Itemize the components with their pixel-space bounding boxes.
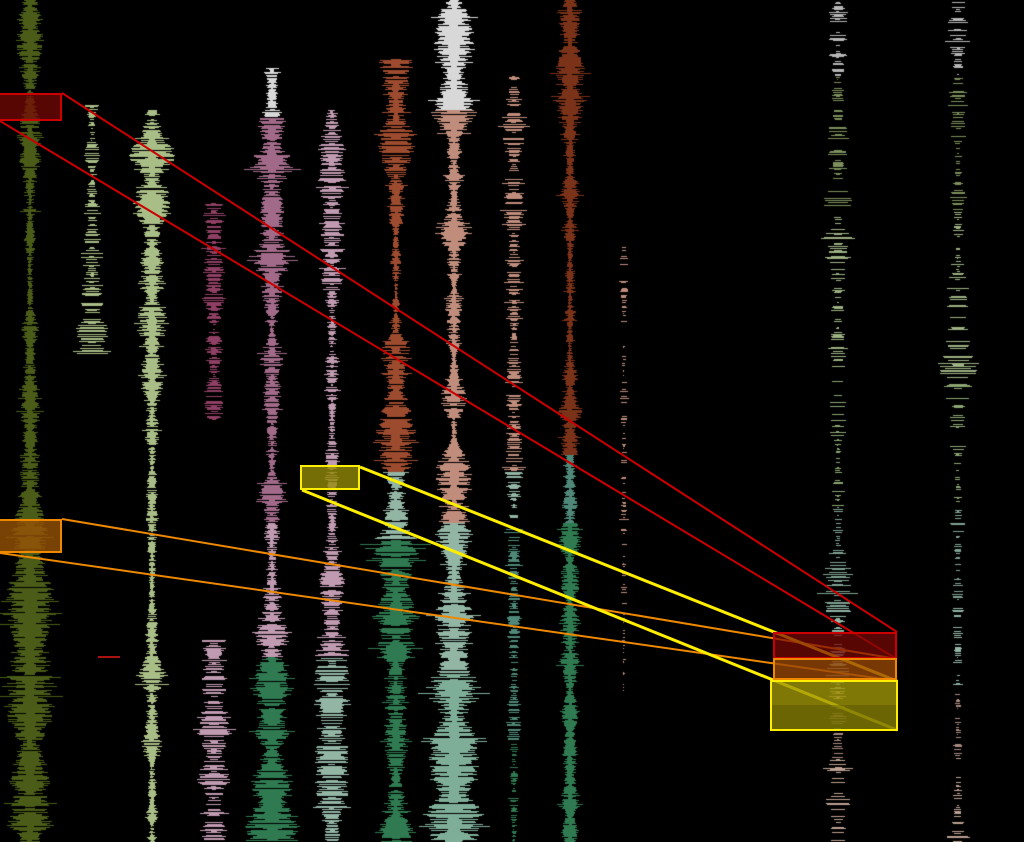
red-connector-top [61,92,898,633]
orange-connector-top [61,518,898,660]
red-connector-bottom [0,120,898,660]
orange-connector-bottom [0,552,898,682]
red-source[interactable] [0,93,62,121]
yellow-target-lower-band[interactable] [772,705,896,729]
yellow-target[interactable] [770,680,898,731]
orange-source[interactable] [0,519,62,553]
red-target[interactable] [773,632,897,659]
orange-target[interactable] [773,658,897,680]
yellow-source[interactable] [300,465,360,490]
